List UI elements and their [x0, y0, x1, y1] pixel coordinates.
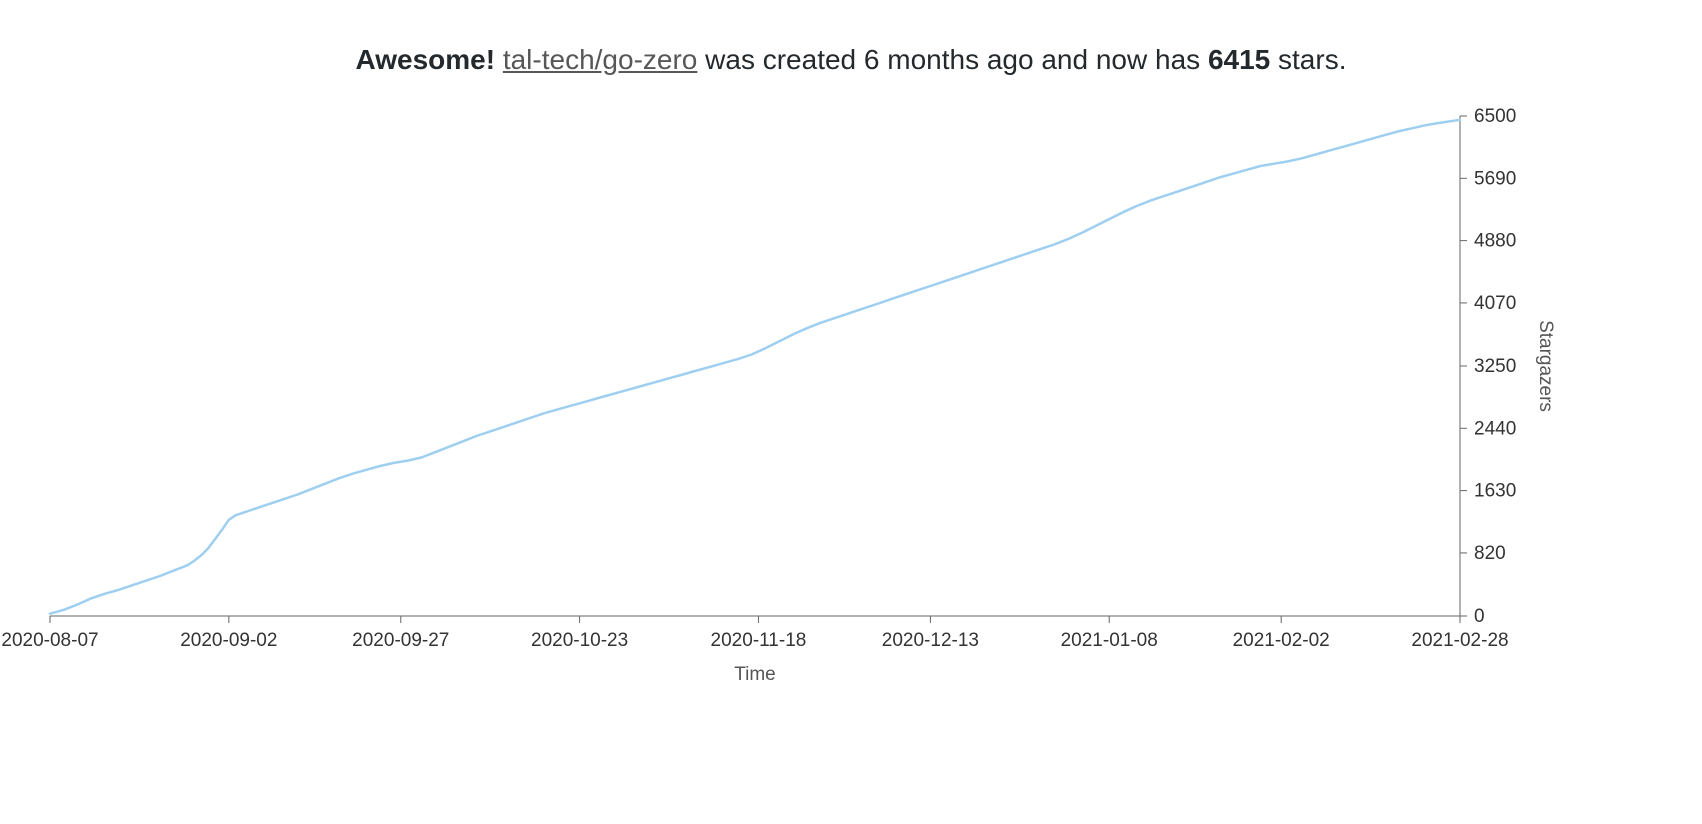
x-tick-label: 2020-11-18: [711, 630, 807, 651]
x-tick-label: 2020-12-13: [882, 630, 979, 651]
title-mid2: and now has: [1041, 44, 1208, 75]
y-tick-label: 5690: [1474, 168, 1516, 189]
title-mid1: was created: [705, 44, 864, 75]
stargazers-series: [50, 120, 1460, 614]
title-suffix: stars.: [1278, 44, 1346, 75]
chart-container: 2020-08-07 2020-09-02 2020-09-27 2020-10-23…: [0, 76, 1702, 796]
title-age: 6 months ago: [864, 44, 1034, 75]
x-tick-label: 2020-09-02: [180, 630, 277, 651]
y-axis-title: Stargazers: [1535, 320, 1556, 412]
chart-title: Awesome! tal-tech/go-zero was created 6 …: [0, 0, 1702, 76]
y-tick-label: 0: [1474, 606, 1485, 627]
x-tick-label: 2021-01-08: [1061, 630, 1158, 651]
x-tick-label: 2020-09-27: [352, 630, 449, 651]
y-tick-label: 1630: [1474, 481, 1516, 502]
y-tick-label: 2440: [1474, 418, 1516, 439]
x-tick-label: 2020-10-23: [531, 630, 628, 651]
y-tick-label: 4070: [1474, 293, 1516, 314]
x-tick-label: 2020-08-07: [1, 630, 98, 651]
y-tick-label: 4880: [1474, 231, 1516, 252]
x-tick-label: 2021-02-28: [1411, 630, 1508, 651]
y-tick-label: 6500: [1474, 106, 1516, 127]
y-tick-label: 3250: [1474, 356, 1516, 377]
x-tick-label: 2021-02-02: [1233, 630, 1330, 651]
stargazers-chart: 2020-08-07 2020-09-02 2020-09-27 2020-10-23…: [0, 76, 1702, 796]
title-prefix: Awesome!: [356, 44, 496, 75]
repo-link[interactable]: tal-tech/go-zero: [503, 44, 698, 75]
x-axis-title: Time: [734, 664, 776, 685]
y-tick-label: 820: [1474, 543, 1506, 564]
title-stars: 6415: [1208, 44, 1270, 75]
